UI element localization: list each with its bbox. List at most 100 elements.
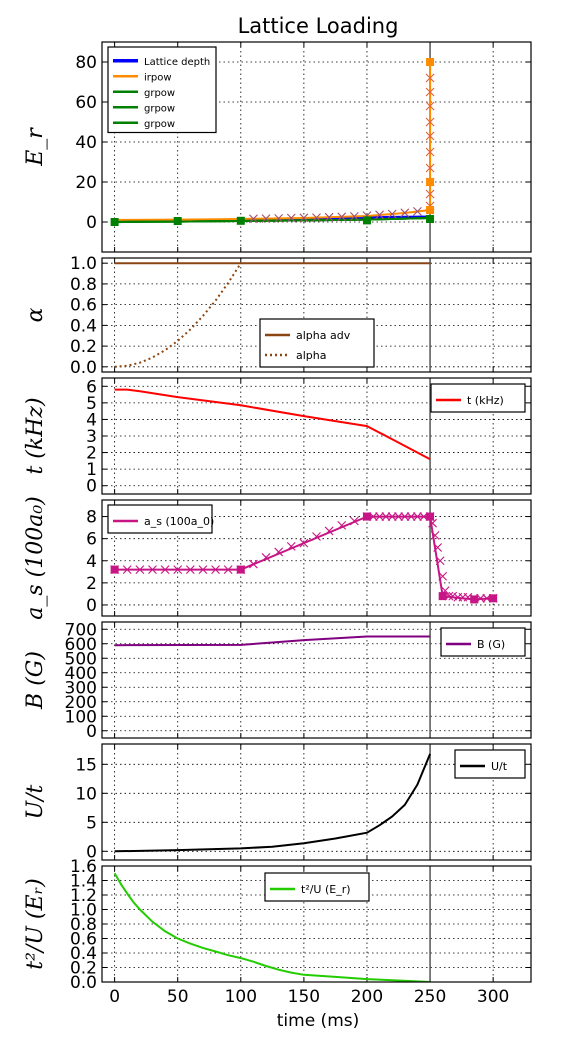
- square-marker: [470, 595, 479, 604]
- y-tick-label: 80: [75, 53, 97, 73]
- x-tick-label: 300: [477, 987, 509, 1007]
- y-tick-label: 0.6: [70, 930, 97, 950]
- square-marker: [489, 594, 498, 603]
- y-axis-label: U/t: [23, 784, 48, 819]
- cross-marker: [223, 565, 233, 574]
- square-marker: [426, 215, 435, 223]
- x-tick-label: 150: [288, 987, 320, 1007]
- y-tick-label: 5: [86, 813, 97, 833]
- axes-frame: [101, 621, 532, 739]
- y-tick-label: 0: [86, 213, 97, 233]
- legend-frame: [107, 504, 213, 534]
- cross-marker: [375, 512, 384, 521]
- legend: a_s (100a_0): [107, 504, 214, 534]
- cross-marker: [387, 512, 397, 521]
- subplot-1: 0 20 40 60 80 E_r Lattice depth irpow grpow grpow…: [23, 41, 532, 253]
- y-tick-label: 20: [75, 173, 97, 193]
- axes-frame: [101, 865, 532, 983]
- y-tick-label: 3: [86, 427, 97, 447]
- series-line-1: [114, 753, 432, 853]
- y-tick-label: 8: [86, 508, 97, 528]
- subplot-2: 0.00.20.40.60.81.0 α alpha adv alpha: [23, 254, 532, 378]
- square-marker: [110, 218, 119, 226]
- y-tick-label: 0: [86, 596, 97, 616]
- square-marker: [426, 178, 435, 186]
- series-line-2: [114, 262, 242, 368]
- legend: t (kHz): [430, 383, 526, 413]
- y-tick-label: 2: [86, 574, 97, 594]
- square-marker: [173, 217, 182, 225]
- cross-marker: [413, 512, 422, 521]
- y-tick-label: 2: [86, 444, 97, 464]
- cross-marker: [406, 512, 416, 521]
- y-tick-label: 0.8: [70, 915, 97, 935]
- x-axis-label: time (ms): [277, 1011, 360, 1031]
- legend: alpha adv alpha: [259, 318, 375, 368]
- axes-frame: [101, 499, 532, 617]
- legend-label: grpow: [144, 88, 175, 99]
- square-marker: [362, 512, 371, 521]
- cross-marker: [425, 101, 435, 111]
- square-marker: [236, 565, 245, 574]
- cross-marker: [394, 512, 403, 521]
- cross-marker: [435, 556, 445, 566]
- square-marker: [362, 216, 371, 225]
- x-tick-label: 100: [225, 987, 257, 1007]
- legend: Lattice depth irpow grpow grpow grpow: [107, 46, 217, 134]
- axes-frame: [101, 377, 532, 495]
- legend-label: grpow: [144, 103, 175, 114]
- cross-marker: [387, 209, 397, 219]
- series-line-5: [114, 217, 431, 223]
- y-tick-label: 6: [86, 530, 97, 550]
- y-tick-label: 15: [75, 755, 97, 775]
- y-tick-label: 200: [65, 693, 97, 713]
- y-tick-label: 0: [86, 842, 97, 862]
- cross-marker: [324, 212, 334, 222]
- plot-area: [114, 388, 431, 461]
- plot-area: [110, 58, 435, 226]
- cross-marker: [438, 571, 448, 581]
- subplot-6: 0 5 10 15 U/t U/t: [23, 743, 532, 862]
- y-axis-label: α: [23, 307, 48, 322]
- cross-marker: [261, 553, 271, 562]
- y-tick-label: 1.4: [70, 872, 97, 892]
- legend-label: t²/U (E_r): [301, 883, 351, 896]
- y-tick-label: 700: [65, 620, 97, 640]
- y-tick-label: 0.4: [70, 944, 97, 964]
- y-tick-label: 0: [86, 722, 97, 742]
- y-tick-label: 0.0: [70, 973, 97, 993]
- cross-marker: [381, 512, 391, 521]
- plot-area: [114, 753, 432, 853]
- cross-marker: [198, 565, 208, 574]
- legend-label: B (G): [477, 638, 505, 651]
- y-tick-label: 0.2: [70, 337, 97, 357]
- square-marker: [110, 565, 119, 574]
- cross-marker: [430, 530, 440, 540]
- y-tick-label: 300: [65, 678, 97, 698]
- y-axis-label: B (G): [23, 651, 48, 710]
- legend-label: U/t: [491, 760, 508, 773]
- axes-frame: [101, 41, 532, 253]
- y-tick-label: 1.6: [70, 857, 97, 877]
- cross-marker: [135, 565, 145, 574]
- y-tick-label: 1.2: [70, 886, 97, 906]
- y-axis-label: t (kHz): [23, 397, 48, 474]
- legend-frame: [440, 627, 526, 657]
- square-marker: [236, 216, 245, 225]
- legend-frame: [430, 383, 526, 413]
- legend: B (G): [440, 627, 526, 657]
- y-axis-label: E_r: [23, 127, 48, 167]
- x-tick-label: 0: [109, 987, 120, 1007]
- cross-marker: [286, 542, 296, 551]
- y-tick-label: 100: [65, 707, 97, 727]
- y-tick-label: 0.6: [70, 296, 97, 316]
- cross-marker: [299, 538, 309, 548]
- cross-marker: [337, 212, 347, 222]
- y-tick-label: 5: [86, 394, 97, 414]
- cross-marker: [400, 512, 410, 521]
- legend-label: a_s (100a_0): [144, 515, 214, 528]
- y-tick-label: 0.2: [70, 959, 97, 979]
- axes-frame: [101, 257, 532, 373]
- cross-marker: [349, 516, 359, 526]
